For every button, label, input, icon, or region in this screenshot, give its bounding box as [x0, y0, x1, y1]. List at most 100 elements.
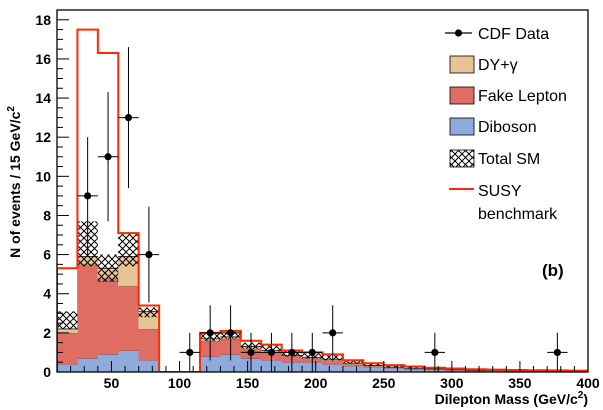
x-tick-label: 400: [576, 375, 600, 391]
data-point-marker: [186, 348, 194, 357]
data-point-marker: [308, 348, 316, 357]
legend-cdf-data-label: CDF Data: [478, 26, 549, 43]
data-point: [77, 137, 98, 255]
data-point-marker: [553, 348, 561, 357]
y-axis-title-sup: 2: [6, 106, 17, 112]
data-point-marker: [247, 348, 255, 357]
legend-fake-lepton: Fake Lepton: [449, 86, 567, 105]
legend-diboson-label: Diboson: [478, 119, 537, 136]
stack-fake-lepton-bin: [97, 277, 119, 355]
plot-area: [57, 28, 588, 372]
x-axis-title-main: Dilepton Mass (GeV/c: [435, 391, 578, 407]
legend-cdf-data-marker: [454, 29, 463, 37]
legend-dy-swatch: [449, 55, 475, 74]
total-sm-band-bin: [363, 363, 384, 367]
data-point: [547, 332, 568, 372]
stack-diboson-bin: [342, 365, 364, 372]
y-tick-label: 18: [35, 12, 51, 28]
data-points-layer: [77, 47, 568, 372]
y-tick-label: 2: [43, 325, 51, 341]
y-tick-label: 10: [35, 168, 51, 184]
stack-fake-lepton-bin: [77, 264, 99, 359]
legend-susy-label-line2: benchmark: [478, 206, 558, 223]
stack-diboson-bin: [363, 366, 385, 372]
stack-diboson-bin: [138, 360, 160, 372]
x-axis-ticks: 50 100 150 200 250 300 350 400: [70, 361, 600, 391]
data-point-marker: [145, 250, 153, 259]
data-point-marker: [226, 329, 235, 337]
y-tick-label: 14: [35, 90, 51, 106]
data-point: [179, 332, 200, 372]
legend-susy: SUSY benchmark: [449, 183, 558, 223]
stack-fake-lepton-bin: [57, 332, 78, 365]
data-point: [138, 206, 160, 303]
data-point-marker: [104, 153, 112, 161]
data-point: [261, 332, 282, 372]
stack-diboson-bin: [118, 350, 139, 372]
data-point: [322, 305, 343, 361]
y-tick-label: 8: [43, 207, 51, 223]
y-axis-title-main: N of events / 15 GeV/c: [7, 111, 23, 257]
legend-fake-lepton-swatch: [449, 86, 475, 105]
x-axis-title: Dilepton Mass (GeV/c2): [435, 390, 588, 407]
legend-cdf-data: CDF Data: [445, 26, 549, 43]
x-tick-label: 300: [440, 375, 464, 391]
x-tick-label: 200: [304, 375, 328, 391]
x-axis-title-end: ): [583, 391, 588, 407]
data-point: [281, 332, 303, 372]
y-tick-label: 16: [35, 51, 51, 67]
total-sm-band-bin: [342, 360, 364, 364]
y-tick-label: 4: [43, 286, 51, 302]
stack-diboson-bin: [77, 358, 99, 372]
total-sm-band-bin: [138, 307, 160, 318]
data-point: [118, 47, 139, 189]
data-point-marker: [84, 192, 92, 200]
legend-diboson-swatch: [449, 117, 475, 136]
legend-fake-lepton-label: Fake Lepton: [478, 88, 567, 105]
y-tick-label: 12: [35, 129, 51, 145]
data-point-marker: [329, 329, 337, 337]
stack-dy-bin: [57, 328, 78, 334]
data-point: [199, 305, 221, 361]
stack-diboson-bin: [322, 363, 344, 372]
data-point-marker: [206, 329, 214, 337]
data-point: [97, 92, 119, 222]
stack-fake-lepton-bin: [138, 328, 160, 361]
total-sm-band-bin: [383, 365, 405, 368]
legend-dy: DY+γ: [449, 55, 518, 74]
y-axis-title: N of events / 15 GeV/c2: [6, 106, 23, 258]
y-tick-label: 0: [43, 364, 51, 380]
legend-total-sm-swatch: [449, 149, 475, 168]
panel-label: (b): [542, 261, 564, 280]
x-axis-title-sup: 2: [578, 390, 584, 401]
legend-dy-label: DY+γ: [478, 57, 518, 74]
x-tick-label: 50: [104, 375, 120, 391]
total-sm-band-bin: [404, 366, 425, 369]
data-point: [424, 332, 446, 372]
total-sm-band-bin: [118, 233, 139, 267]
stack-diboson-bin: [57, 363, 78, 372]
legend: CDF Data DY+γ Fake Lepton Diboson Total …: [445, 26, 567, 223]
stack-fake-lepton-bin: [322, 360, 344, 365]
x-tick-label: 250: [372, 375, 396, 391]
legend-diboson: Diboson: [449, 117, 537, 136]
x-tick-label: 350: [508, 375, 532, 391]
data-point-marker: [288, 348, 296, 357]
legend-total-sm: Total SM: [449, 149, 540, 168]
legend-total-sm-label: Total SM: [478, 151, 540, 168]
total-sm-band-bin: [57, 311, 78, 329]
stack-fake-lepton-bin: [118, 285, 139, 351]
data-point-marker: [267, 348, 276, 357]
data-point: [240, 332, 262, 372]
y-tick-label: 6: [43, 247, 51, 263]
x-tick-label: 100: [168, 375, 192, 391]
data-point: [220, 305, 241, 361]
legend-susy-label: SUSY: [478, 183, 522, 200]
plot-frame: [56, 9, 589, 373]
x-tick-label: 150: [236, 375, 260, 391]
data-point-marker: [124, 114, 133, 122]
data-point-marker: [431, 348, 439, 357]
y-axis-ticks: 0 2 4 6 8 10 12 14 16 18: [35, 12, 69, 380]
stack-diboson-bin: [97, 354, 119, 372]
